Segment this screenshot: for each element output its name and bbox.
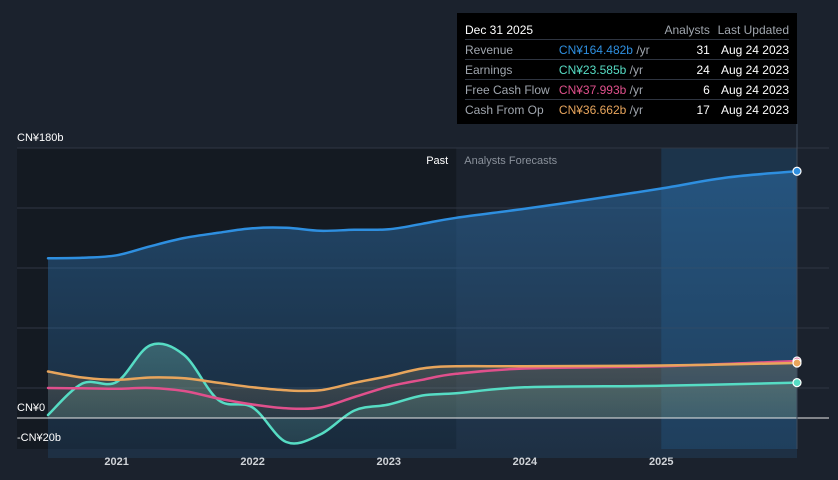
tooltip-date: Dec 31 2025: [465, 23, 534, 37]
series-lines: [46, 170, 799, 445]
free-cash-flow-line: [46, 359, 799, 411]
revenue-end-marker: [792, 166, 802, 176]
tooltip-value: CN¥37.993b: [558, 82, 627, 97]
tooltip-row-revenue: Revenue CN¥164.482b /yr 31 Aug 24 2023: [465, 39, 789, 60]
revenue-line: [46, 170, 799, 260]
tooltip-unit: /yr: [626, 102, 643, 117]
tooltip-analysts: 31: [659, 39, 710, 60]
past-label: Past: [426, 155, 448, 167]
y-axis: CN¥180b CN¥0 -CN¥20b: [17, 132, 63, 444]
tooltip-updated: Aug 24 2023: [709, 79, 789, 100]
tooltip-label: Cash From Op: [465, 99, 559, 119]
x-tick-label: 2025: [649, 456, 673, 468]
tooltip-value: CN¥164.482b: [558, 42, 633, 57]
tooltip-row-cash-from-op: Cash From Op CN¥36.662b /yr 17 Aug 24 20…: [465, 99, 789, 119]
tooltip-panel: Dec 31 2025 Analysts Last Updated Revenu…: [457, 13, 797, 124]
tooltip-label: Revenue: [465, 39, 559, 60]
tooltip-analysts: 24: [659, 59, 710, 80]
tooltip-unit: /yr: [626, 62, 643, 77]
earnings-end-marker: [792, 378, 802, 388]
tooltip-updated: Aug 24 2023: [709, 39, 789, 60]
series-end-markers: [792, 166, 802, 388]
tooltip-label: Free Cash Flow: [465, 79, 559, 100]
tooltip-row-earnings: Earnings CN¥23.585b /yr 24 Aug 24 2023: [465, 59, 789, 80]
earnings-line: [46, 342, 799, 445]
tooltip-col-analysts: Analysts: [664, 23, 710, 37]
tooltip-value: CN¥36.662b: [558, 102, 627, 117]
tooltip-value: CN¥23.585b: [558, 62, 627, 77]
cash-from-op-end-marker: [792, 358, 802, 368]
tooltip-label: Earnings: [465, 59, 559, 80]
tooltip-unit: /yr: [632, 42, 650, 57]
tooltip-updated: Aug 24 2023: [709, 59, 789, 80]
x-tick-label: 2024: [513, 456, 538, 468]
y-tick-label: CN¥0: [17, 402, 45, 414]
x-tick-label: 2021: [104, 456, 128, 468]
tooltip-unit: /yr: [626, 82, 643, 97]
y-tick-label: -CN¥20b: [17, 432, 61, 444]
x-tick-label: 2023: [377, 456, 401, 468]
tooltip-analysts: 6: [659, 79, 710, 100]
y-tick-label: CN¥180b: [17, 132, 63, 144]
tooltip-analysts: 17: [659, 99, 710, 119]
x-axis: 2021 2022 2023 2024 2025: [104, 456, 673, 468]
forecast-label: Analysts Forecasts: [464, 155, 557, 167]
tooltip-col-updated: Last Updated: [717, 23, 789, 37]
cash-from-op-line: [46, 361, 799, 393]
tooltip-row-free-cash-flow: Free Cash Flow CN¥37.993b /yr 6 Aug 24 2…: [465, 79, 789, 100]
tooltip-updated: Aug 24 2023: [709, 99, 789, 119]
x-tick-label: 2022: [240, 456, 264, 468]
